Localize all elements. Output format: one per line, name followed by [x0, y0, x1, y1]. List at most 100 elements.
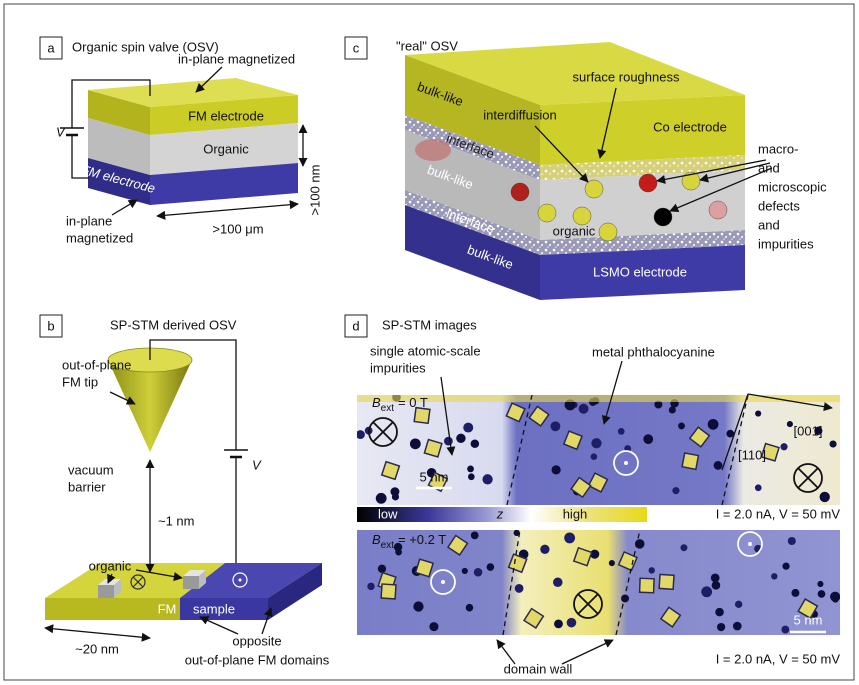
phthalocyanine	[416, 559, 434, 577]
impurity-dot	[717, 623, 725, 631]
impurity-dot	[444, 437, 453, 446]
panel-title: "real" OSV	[396, 38, 458, 53]
molecule-cube	[183, 576, 199, 589]
impurity-dot	[550, 421, 560, 431]
impurity-dot	[711, 574, 720, 583]
impurity-dot	[579, 404, 589, 414]
axis-label: [001]	[794, 423, 823, 438]
phthalocyanine	[682, 453, 698, 469]
impurity-dot	[832, 596, 839, 603]
colorbar-label: high	[563, 506, 588, 521]
dimension-label: ~1 nm	[158, 513, 195, 528]
panel-title: SP-STM derived OSV	[110, 317, 237, 332]
body: aOrganic spin valve (OSV)FM electrodeOrg…	[0, 0, 859, 685]
annotation: single atomic-scale	[370, 343, 481, 358]
out-of-page-dot	[441, 580, 445, 584]
panel-label: b	[47, 318, 54, 333]
impurity-dot	[771, 573, 777, 579]
impurity-dot	[367, 583, 374, 590]
layer-label: Organic	[203, 141, 249, 156]
impurity-dot	[376, 493, 387, 504]
impurity-dot	[468, 473, 475, 480]
impurity-dot	[456, 434, 465, 443]
impurity-dot	[708, 419, 719, 430]
impurity-dot	[552, 465, 561, 474]
dimension-label: >100 μm	[212, 221, 263, 236]
annotation: surface roughness	[573, 69, 680, 84]
field-symbol: B	[372, 395, 381, 410]
out-of-page-dot	[624, 461, 628, 465]
impurity-dot	[648, 567, 654, 573]
annotation: barrier	[68, 479, 106, 494]
impurity-dot	[735, 601, 742, 608]
impurity-dot	[471, 531, 479, 539]
impurity-dot	[466, 604, 474, 612]
impurity-dot	[471, 439, 480, 448]
layer-label: Co electrode	[653, 119, 727, 134]
impurity-dot	[463, 423, 473, 433]
annotation: in-plane	[66, 213, 112, 228]
panel-label: c	[353, 40, 360, 55]
annotation: FM tip	[62, 374, 98, 389]
field-subscript: ext	[381, 540, 395, 551]
impurity-dot	[701, 586, 712, 597]
defect-ball	[709, 201, 727, 219]
impurity-dot	[733, 622, 742, 631]
impurity-dot	[829, 440, 836, 447]
out-of-page-dot	[239, 579, 242, 582]
panel-label: d	[352, 318, 359, 333]
annotation: out-of-plane FM domains	[185, 652, 330, 667]
impurity-dot	[487, 563, 495, 571]
impurity-dot	[410, 438, 421, 449]
impurity-dot	[462, 568, 468, 574]
impurity-dot	[643, 434, 653, 444]
impurity-dot	[591, 438, 601, 448]
panel-title: SP-STM images	[382, 317, 477, 332]
annotation: opposite	[232, 633, 281, 648]
impurity-dot	[787, 421, 793, 427]
annotation: vacuum	[68, 462, 114, 477]
conditions: I = 2.0 nA, V = 50 mV	[716, 651, 841, 666]
phthalocyanine	[424, 440, 441, 457]
defect-ball	[599, 223, 617, 241]
impurity-dot	[755, 410, 761, 416]
annotation: and	[758, 217, 780, 232]
impurity-dot	[817, 581, 823, 587]
defect-ball	[639, 174, 657, 192]
out-of-page-dot	[748, 542, 752, 546]
field-value: = +0.2 T	[398, 532, 446, 547]
colorbar-label: low	[378, 506, 398, 521]
page: Organic spin valve figure {"panels": { "…	[0, 0, 859, 685]
layer-label: FM	[158, 601, 177, 616]
impurity-dot	[715, 608, 724, 617]
impurity-dot	[564, 532, 575, 543]
impurity-dot	[356, 430, 365, 439]
annotation: macro-	[758, 141, 798, 156]
impurity-dot	[712, 581, 721, 590]
impurity-dot	[554, 619, 563, 628]
voltage-label: V	[56, 124, 66, 139]
field-symbol: B	[372, 532, 381, 547]
annotation: metal phthalocyanine	[592, 344, 715, 359]
impurity-dot	[755, 484, 762, 491]
panel-label: a	[47, 40, 55, 55]
impurity-dot	[680, 544, 687, 551]
annotation: impurities	[370, 360, 426, 375]
impurity-dot	[392, 493, 399, 500]
layer-label: FM electrode	[188, 108, 264, 123]
impurity-dot	[678, 422, 685, 429]
dimension-label: ~20 nm	[75, 641, 119, 656]
scale-label: 5 nm	[794, 612, 823, 627]
impurity-dot	[429, 622, 438, 631]
annotation: microscopic	[758, 179, 827, 194]
impurity-dot	[669, 406, 676, 413]
figure: aOrganic spin valve (OSV)FM electrodeOrg…	[0, 0, 859, 685]
layer-label: organic	[553, 223, 596, 238]
phthalocyanine	[381, 584, 396, 599]
annotation: organic	[89, 558, 132, 573]
impurity-dot	[782, 563, 789, 570]
voltage-label: V	[252, 457, 262, 472]
impurity-dot	[482, 474, 492, 484]
dimension-label: >100 nm	[307, 165, 322, 216]
impurity-dot	[395, 549, 402, 556]
